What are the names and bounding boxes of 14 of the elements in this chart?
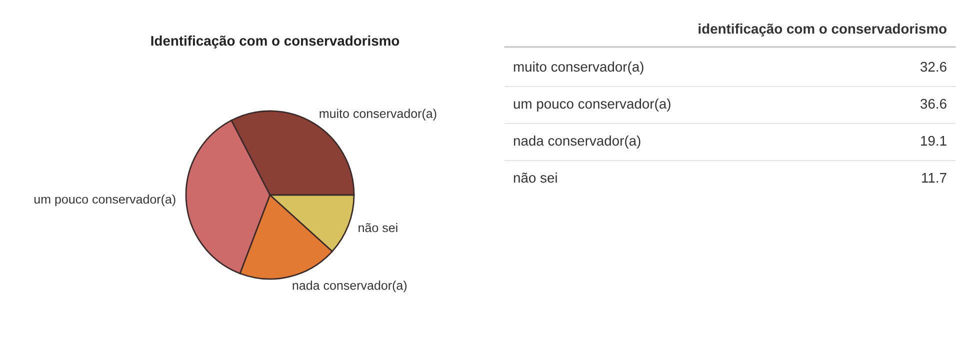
slice-label: muito conservador(a) xyxy=(320,108,436,120)
slice-label: não sei xyxy=(358,222,398,232)
data-label: 11.7 xyxy=(922,173,946,183)
chart-title: Identificação com o conservadorismo xyxy=(151,36,400,48)
text: identificação com o conservadorismo xyxy=(698,24,946,36)
slice-label: um pouco conservador(a) xyxy=(34,194,176,206)
category-label: nada conservador(a) xyxy=(514,136,640,148)
data-label: 36.6 xyxy=(920,98,946,109)
slice-label: nada conservador(a) xyxy=(292,280,407,292)
category-label: um pouco conservador(a) xyxy=(514,98,670,112)
category-label: muito conservador(a) xyxy=(514,62,644,74)
data-label: 19.1 xyxy=(921,136,946,146)
data-label: 32.6 xyxy=(920,62,946,72)
category-label: não sei xyxy=(514,172,557,183)
